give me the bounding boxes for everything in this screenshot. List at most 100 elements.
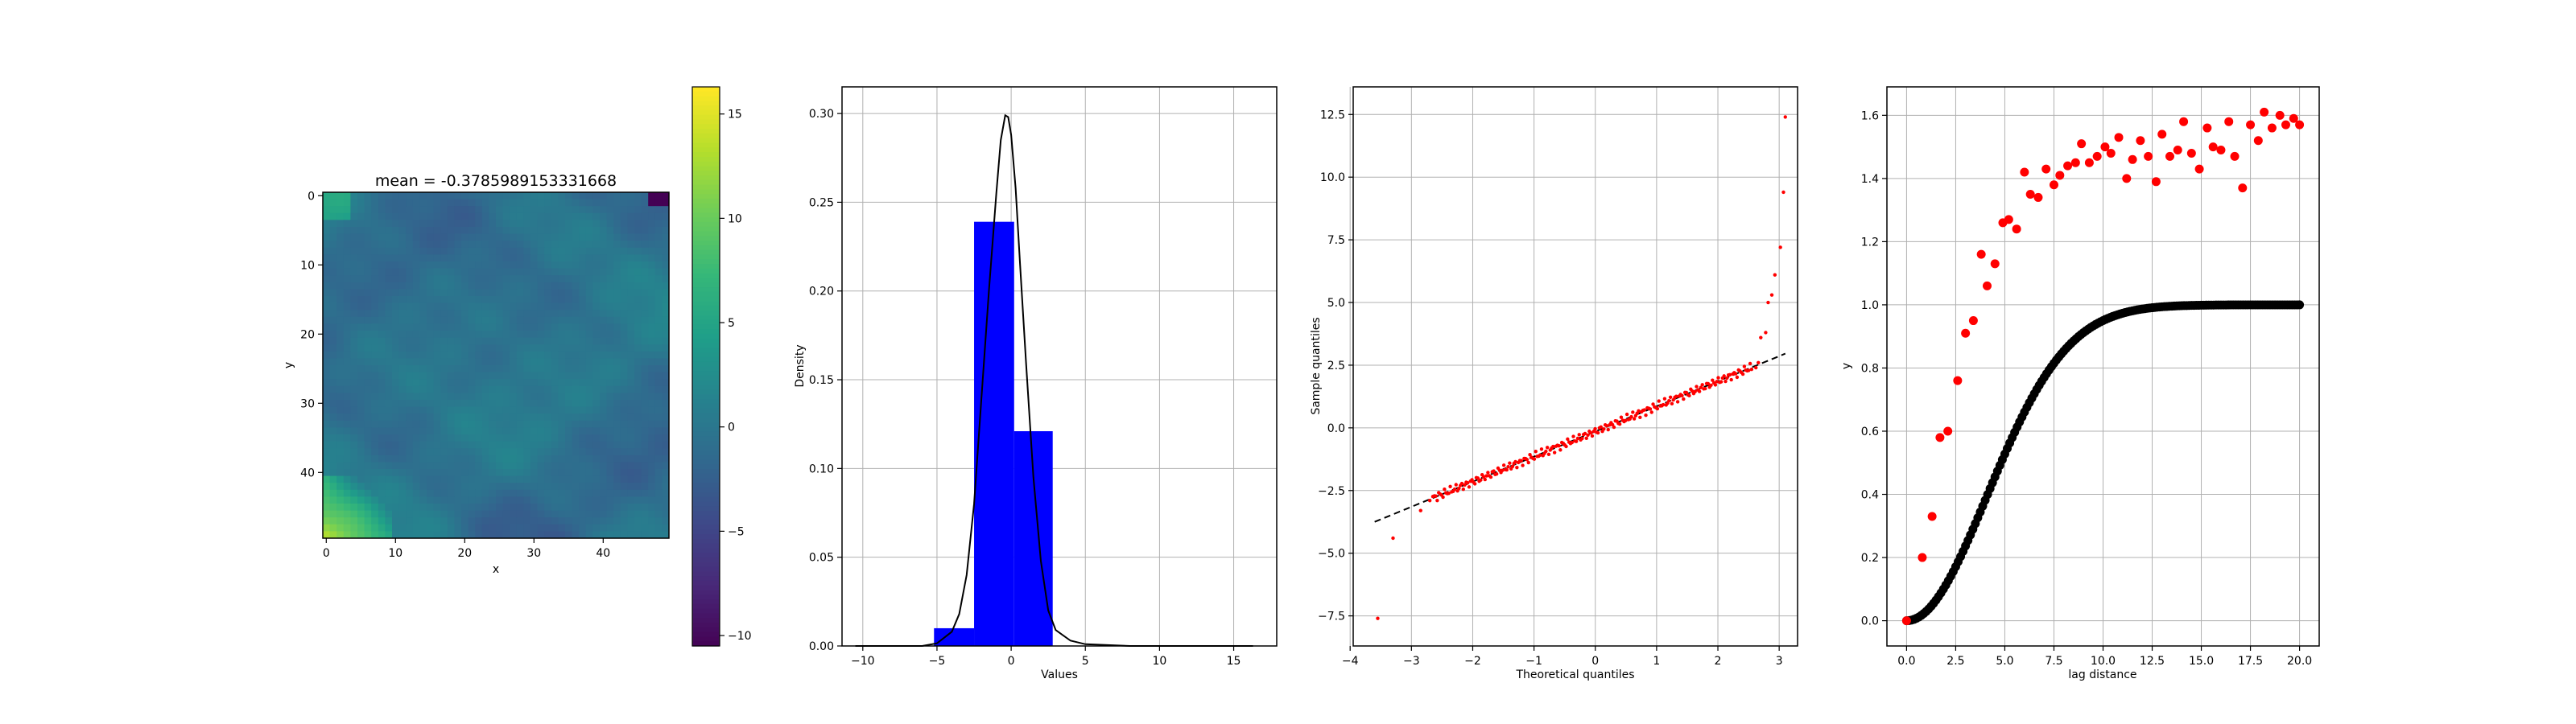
heatmap-cell (323, 351, 330, 359)
heatmap-cell (392, 475, 399, 483)
heatmap-cell (364, 504, 372, 511)
heatmap-cell (606, 199, 614, 207)
heatmap-cell (572, 372, 580, 380)
heatmap-cell (433, 296, 441, 303)
heatmap-cell (371, 385, 379, 393)
heatmap-cell (592, 323, 601, 331)
heatmap-cell (385, 385, 393, 393)
heatmap-cell (489, 344, 497, 352)
heatmap-cell (558, 434, 566, 442)
heatmap-cell (454, 448, 462, 456)
heatmap-cell (579, 517, 587, 525)
heatmap-cell (558, 261, 566, 269)
heatmap-cell (592, 199, 601, 207)
heatmap-cell (600, 212, 607, 220)
colorbar-segment (692, 603, 720, 610)
qq-point (1501, 463, 1506, 467)
heatmap-cell (447, 531, 455, 539)
heatmap-cell (502, 220, 510, 228)
heatmap-cell (600, 483, 607, 491)
qq-point (1584, 436, 1588, 441)
heatmap-cell (544, 372, 552, 380)
heatmap-cell (516, 504, 524, 511)
heatmap-cell (385, 413, 393, 422)
heatmap-cell (510, 282, 518, 290)
variogram-grid (1887, 87, 2319, 646)
heatmap-cell (634, 199, 642, 207)
heatmap-cell (329, 504, 337, 511)
heatmap-cell (613, 254, 621, 262)
heatmap-cell (648, 331, 656, 338)
heatmap-cell (419, 206, 427, 214)
qq-axes: −4 −3 −2 −1 0 1 2 3−7.5−5.0−2.50.02.55.07.510.0… (1318, 109, 1783, 668)
heatmap-cell (440, 351, 448, 359)
heatmap-cell (565, 192, 572, 200)
heatmap-cell (551, 282, 559, 290)
heatmap-cell (572, 524, 580, 532)
heatmap-cell (371, 289, 379, 297)
heatmap-cell (634, 323, 642, 331)
heatmap-cell (433, 289, 441, 297)
heatmap-cell (343, 413, 351, 422)
heatmap-cell (600, 455, 607, 463)
qq-point (1506, 464, 1510, 469)
heatmap-cell (620, 206, 628, 214)
heatmap-cell (592, 192, 601, 200)
heatmap-cell (461, 289, 469, 297)
heatmap-cell (600, 261, 607, 269)
heatmap-cell (385, 241, 393, 249)
heatmap-cell (634, 420, 642, 428)
heatmap-cell (648, 261, 656, 269)
qq-point (1740, 372, 1745, 376)
colorbar-segment (692, 576, 720, 582)
heatmap-cell (364, 351, 372, 359)
heatmap-cell (585, 282, 593, 290)
heatmap-cell (481, 379, 489, 387)
heatmap-cell (627, 206, 635, 214)
heatmap-cell (489, 420, 497, 428)
variogram-empirical-point (2106, 148, 2116, 158)
heatmap-cell (572, 483, 580, 491)
heatmap-cell (572, 517, 580, 525)
heatmap-cell (523, 483, 531, 491)
heatmap-cell (481, 393, 489, 401)
heatmap-cell (558, 212, 566, 220)
heatmap-cell (392, 344, 399, 352)
heatmap-cell (419, 504, 427, 511)
heatmap-cell (364, 524, 372, 532)
heatmap-cell (537, 268, 545, 276)
heatmap-cell (662, 227, 670, 234)
heatmap-cell (329, 331, 337, 338)
heatmap-cell (641, 351, 649, 359)
heatmap-cell (398, 420, 407, 428)
heatmap-cell (634, 379, 642, 387)
heatmap-cell (447, 406, 455, 414)
heatmap-cell (481, 455, 489, 463)
heatmap-cell (440, 531, 448, 539)
colorbar-segment (692, 426, 720, 433)
heatmap-cell (558, 268, 566, 276)
heatmap-cell (585, 344, 593, 352)
heatmap-cell (606, 504, 614, 511)
heatmap-cell (510, 420, 518, 428)
variogram-empirical-point (1982, 281, 1992, 290)
heatmap-cell (433, 524, 441, 532)
histogram-x-tick-label: 5 (1082, 655, 1089, 668)
heatmap-cell (648, 531, 656, 539)
heatmap-cell (606, 268, 614, 276)
variogram-empirical-point (2260, 107, 2269, 117)
heatmap-cell (627, 504, 635, 511)
heatmap-cell (336, 275, 345, 283)
heatmap-cell (502, 420, 510, 428)
heatmap-cell (544, 455, 552, 463)
heatmap-cell (634, 365, 642, 372)
heatmap-cell (461, 441, 469, 449)
heatmap-cell (537, 400, 545, 407)
qq-point (1544, 449, 1548, 454)
heatmap-cell (412, 441, 420, 449)
heatmap-cell (357, 282, 365, 290)
variogram-x-tick-label: 10.0 (2091, 655, 2116, 668)
heatmap-cell (606, 427, 614, 435)
heatmap-cell (585, 475, 593, 483)
heatmap-cell (544, 385, 552, 393)
